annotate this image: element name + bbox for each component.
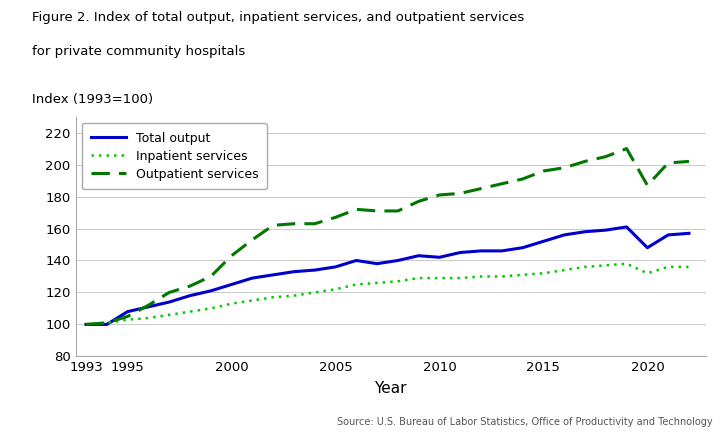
Outpatient services: [373, 208, 382, 213]
Inpatient services: [414, 276, 423, 281]
Total output: [477, 248, 485, 254]
Outpatient services: [664, 160, 672, 165]
Outpatient services: [414, 199, 423, 204]
Outpatient services: [477, 186, 485, 191]
Total output: [373, 261, 382, 266]
Outpatient services: [685, 159, 693, 164]
Outpatient services: [269, 223, 277, 228]
Outpatient services: [186, 283, 194, 289]
Total output: [331, 264, 340, 270]
Inpatient services: [560, 267, 569, 273]
Inpatient services: [248, 298, 256, 303]
Total output: [560, 232, 569, 238]
Total output: [352, 258, 361, 263]
Total output: [664, 232, 672, 238]
Total output: [310, 267, 319, 273]
Outpatient services: [581, 159, 590, 164]
Inpatient services: [165, 312, 174, 318]
Total output: [144, 304, 153, 309]
Total output: [581, 229, 590, 234]
Line: Inpatient services: Inpatient services: [86, 264, 689, 324]
Inpatient services: [144, 315, 153, 321]
Inpatient services: [123, 317, 132, 322]
X-axis label: Year: Year: [374, 381, 407, 396]
Inpatient services: [394, 279, 402, 284]
Text: Figure 2. Index of total output, inpatient services, and outpatient services: Figure 2. Index of total output, inpatie…: [32, 11, 525, 24]
Inpatient services: [643, 271, 652, 276]
Inpatient services: [518, 272, 527, 277]
Inpatient services: [435, 276, 444, 281]
Inpatient services: [310, 290, 319, 295]
Outpatient services: [289, 221, 298, 226]
Inpatient services: [289, 293, 298, 298]
Total output: [622, 224, 631, 229]
Inpatient services: [477, 274, 485, 279]
Total output: [498, 248, 506, 254]
Total output: [643, 245, 652, 250]
Total output: [102, 322, 111, 327]
Inpatient services: [581, 264, 590, 270]
Inpatient services: [373, 280, 382, 286]
Inpatient services: [102, 320, 111, 325]
Outpatient services: [102, 320, 111, 325]
Total output: [685, 231, 693, 236]
Text: Index (1993=100): Index (1993=100): [32, 93, 153, 106]
Total output: [123, 309, 132, 314]
Outpatient services: [560, 165, 569, 170]
Outpatient services: [601, 154, 610, 159]
Total output: [269, 272, 277, 277]
Outpatient services: [643, 183, 652, 188]
Total output: [228, 282, 236, 287]
Total output: [81, 322, 90, 327]
Total output: [165, 299, 174, 305]
Total output: [518, 245, 527, 250]
Inpatient services: [186, 309, 194, 314]
Inpatient services: [622, 261, 631, 266]
Outpatient services: [81, 322, 90, 327]
Inpatient services: [228, 301, 236, 306]
Outpatient services: [228, 253, 236, 258]
Total output: [207, 288, 215, 293]
Legend: Total output, Inpatient services, Outpatient services: Total output, Inpatient services, Outpat…: [82, 123, 267, 189]
Total output: [435, 255, 444, 260]
Outpatient services: [518, 176, 527, 181]
Outpatient services: [310, 221, 319, 226]
Total output: [456, 250, 464, 255]
Outpatient services: [352, 207, 361, 212]
Inpatient services: [331, 287, 340, 292]
Outpatient services: [123, 314, 132, 319]
Total output: [394, 258, 402, 263]
Total output: [248, 276, 256, 281]
Inpatient services: [207, 306, 215, 311]
Inpatient services: [269, 295, 277, 300]
Inpatient services: [685, 264, 693, 270]
Outpatient services: [248, 237, 256, 242]
Inpatient services: [601, 263, 610, 268]
Line: Total output: Total output: [86, 227, 689, 324]
Outpatient services: [394, 208, 402, 213]
Total output: [601, 228, 610, 233]
Inpatient services: [664, 264, 672, 270]
Outpatient services: [435, 192, 444, 197]
Total output: [539, 239, 548, 244]
Inpatient services: [498, 274, 506, 279]
Inpatient services: [352, 282, 361, 287]
Outpatient services: [622, 146, 631, 151]
Line: Outpatient services: Outpatient services: [86, 149, 689, 324]
Total output: [289, 269, 298, 274]
Inpatient services: [456, 276, 464, 281]
Total output: [414, 253, 423, 258]
Outpatient services: [456, 191, 464, 196]
Outpatient services: [207, 274, 215, 279]
Inpatient services: [81, 322, 90, 327]
Outpatient services: [539, 168, 548, 174]
Text: Source: U.S. Bureau of Labor Statistics, Office of Productivity and Technology: Source: U.S. Bureau of Labor Statistics,…: [337, 417, 713, 427]
Outpatient services: [331, 215, 340, 220]
Outpatient services: [144, 303, 153, 308]
Inpatient services: [539, 271, 548, 276]
Outpatient services: [498, 181, 506, 186]
Outpatient services: [165, 290, 174, 295]
Total output: [186, 293, 194, 298]
Text: for private community hospitals: for private community hospitals: [32, 45, 246, 58]
